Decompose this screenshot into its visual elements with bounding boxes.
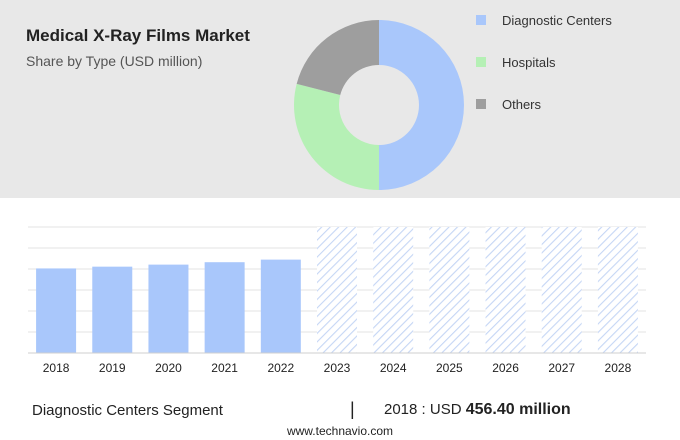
chart-title: Medical X-Ray Films Market xyxy=(26,26,250,45)
forecast-bar-2023 xyxy=(317,227,357,353)
x-tick-label: 2023 xyxy=(324,361,351,375)
legend-label: Hospitals xyxy=(502,54,556,70)
segment-value-prefix: 2018 : USD xyxy=(384,401,466,418)
legend-swatch xyxy=(476,57,486,67)
forecast-bar-2024 xyxy=(373,227,414,353)
legend-swatch xyxy=(476,99,486,109)
forecast-bar-2025 xyxy=(429,227,470,353)
legend-label: Others xyxy=(502,96,542,112)
x-tick-label: 2021 xyxy=(211,361,238,375)
bar-2020 xyxy=(148,264,189,353)
segment-label: Diagnostic Centers Segment xyxy=(32,402,223,419)
x-tick-label: 2019 xyxy=(99,361,126,375)
pie-slice-others xyxy=(296,20,379,96)
bar-2019 xyxy=(92,266,133,353)
legend-swatch xyxy=(476,15,486,25)
forecast-bar-2027 xyxy=(541,227,582,353)
legend-item: Hospitals xyxy=(476,52,676,72)
x-tick-label: 2020 xyxy=(155,361,182,375)
x-tick-label: 2024 xyxy=(380,361,407,375)
chart-subtitle: Share by Type (USD million) xyxy=(26,53,203,69)
footer-separator: | xyxy=(350,399,355,419)
legend-item: Diagnostic Centers xyxy=(476,10,676,30)
pie-slice-diagnostic-centers xyxy=(379,20,464,190)
site-url: www.technavio.com xyxy=(286,424,394,438)
segment-value-amount: 456.40 million xyxy=(465,401,571,418)
x-tick-label: 2018 xyxy=(43,361,70,375)
bar-chart: 2018 2019 2020 2021 2022 2023 2024 2025 2026 2027… xyxy=(28,226,646,375)
x-tick-label: 2026 xyxy=(492,361,519,375)
segment-value: 2018 : USD 456.40 million xyxy=(384,401,571,419)
x-tick-label: 2022 xyxy=(267,361,294,375)
pie-slice-hospitals xyxy=(294,83,379,190)
legend-item: Others xyxy=(476,94,676,114)
bar-2018 xyxy=(36,268,77,353)
x-tick-label: 2027 xyxy=(548,361,575,375)
x-tick-label: 2025 xyxy=(436,361,463,375)
bar-2021 xyxy=(204,262,245,353)
bar-2022 xyxy=(260,259,301,353)
forecast-bar-2026 xyxy=(485,227,526,353)
donut-chart xyxy=(294,20,464,190)
x-tick-label: 2028 xyxy=(605,361,632,375)
forecast-bar-2028 xyxy=(597,227,638,353)
legend-label: Diagnostic Centers xyxy=(502,12,612,28)
